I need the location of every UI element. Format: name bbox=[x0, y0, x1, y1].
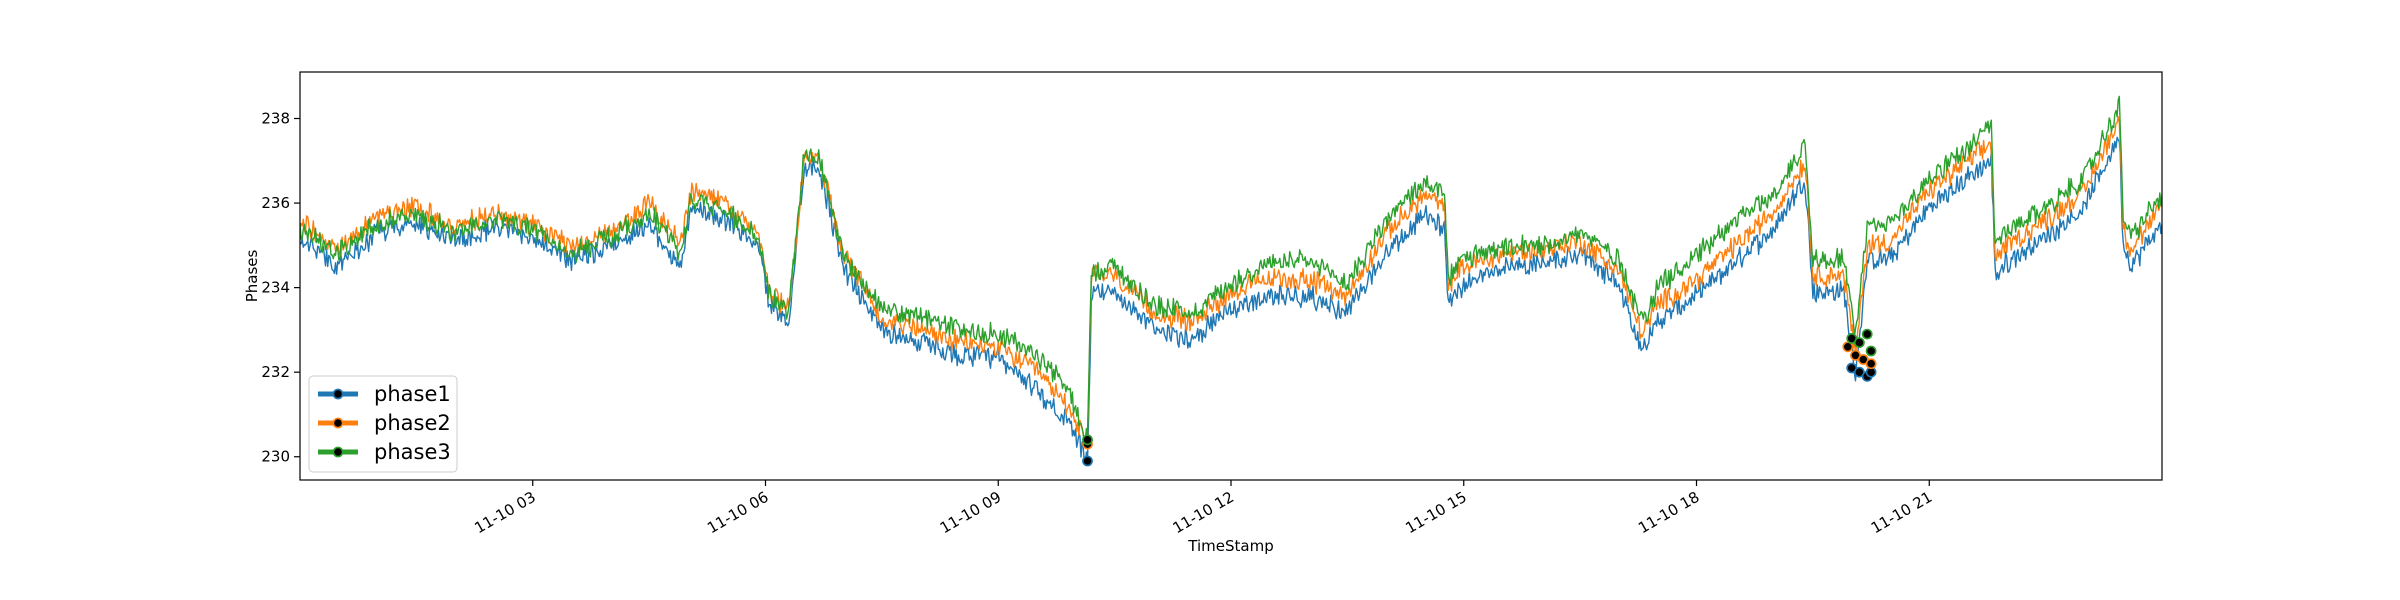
y-tick-label: 232 bbox=[261, 363, 290, 381]
legend-marker-phase2 bbox=[332, 417, 344, 429]
legend-marker-phase1 bbox=[332, 388, 344, 400]
y-tick-label: 236 bbox=[261, 194, 290, 212]
data-point-phase1-0 bbox=[1082, 455, 1093, 467]
legend-label-phase2: phase2 bbox=[374, 411, 451, 435]
y-tick-label: 238 bbox=[261, 110, 290, 128]
data-point-phase2-4 bbox=[1865, 358, 1877, 370]
marker-layer bbox=[1082, 328, 1877, 467]
y-tick-label: 230 bbox=[261, 448, 290, 466]
series-line-phase2 bbox=[300, 116, 2162, 441]
data-point-phase2-1 bbox=[1842, 341, 1854, 353]
data-point-phase3-3 bbox=[1861, 328, 1873, 340]
legend-label-phase3: phase3 bbox=[374, 440, 451, 464]
legend-box bbox=[308, 375, 458, 473]
y-axis-label: Phases bbox=[243, 250, 261, 303]
y-axis: 230 232 234 236 238 bbox=[261, 110, 300, 466]
data-point-phase3-0 bbox=[1082, 434, 1093, 446]
x-axis-label: TimeStamp bbox=[1187, 537, 1273, 555]
data-point-phase3-2 bbox=[1854, 337, 1865, 348]
y-tick-label: 234 bbox=[261, 279, 290, 297]
legend: phase1 phase2 phase3 bbox=[308, 375, 458, 473]
data-point-phase3-4 bbox=[1865, 345, 1877, 357]
legend-label-phase1: phase1 bbox=[374, 382, 451, 406]
legend-marker-phase3 bbox=[332, 446, 344, 458]
series-line-phase3 bbox=[300, 95, 2162, 444]
